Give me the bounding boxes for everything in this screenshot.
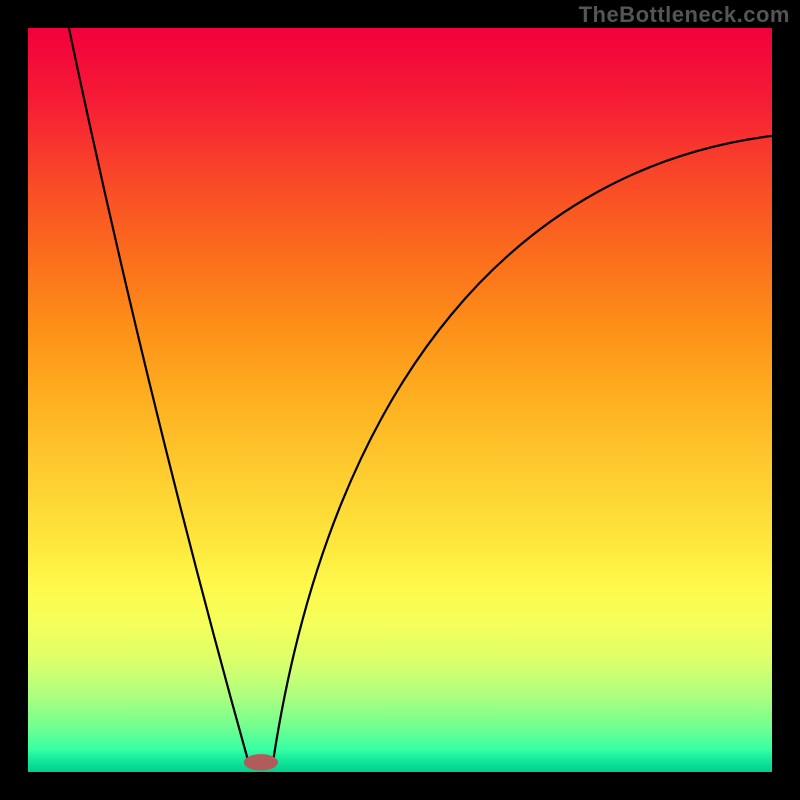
dip-marker [244,754,278,770]
plot-background [28,28,772,772]
bottleneck-chart [0,0,800,800]
watermark-text: TheBottleneck.com [579,2,790,28]
figure-container: TheBottleneck.com [0,0,800,800]
